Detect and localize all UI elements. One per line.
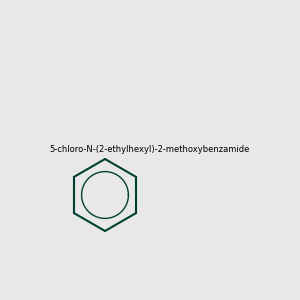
Text: 5-chloro-N-(2-ethylhexyl)-2-methoxybenzamide: 5-chloro-N-(2-ethylhexyl)-2-methoxybenza… <box>50 146 250 154</box>
